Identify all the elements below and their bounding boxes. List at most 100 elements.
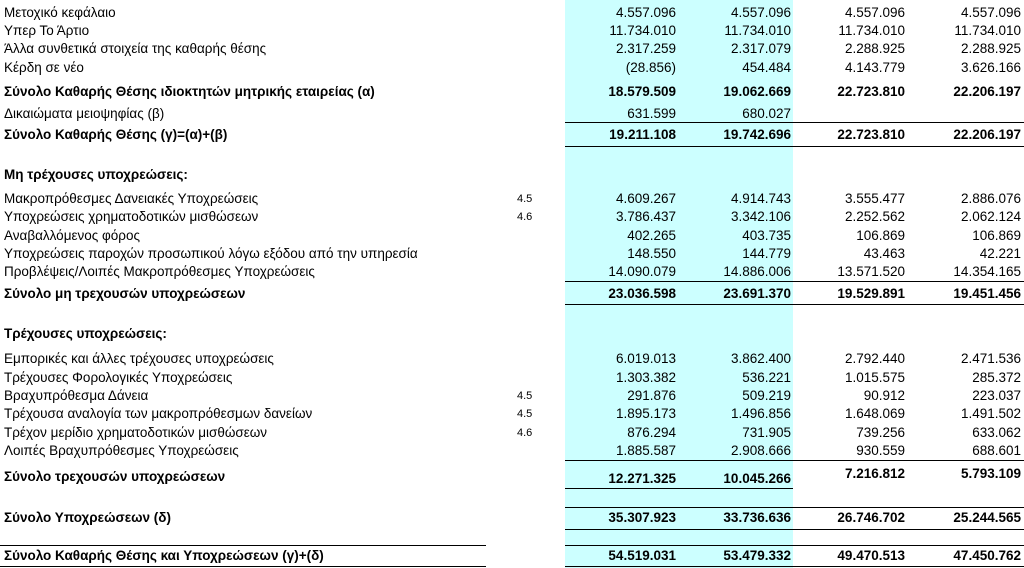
table-row: Τρέχουσες Φορολογικές Υποχρεώσεις 1.303.… — [0, 368, 1024, 388]
value-col3: 930.559 — [856, 443, 905, 458]
value-col2: 731.905 — [742, 425, 791, 440]
value-col3: 7.216.812 — [844, 466, 905, 481]
value-col1: 35.307.923 — [608, 510, 676, 525]
row-label: Σύνολο Καθαρής Θέσης ιδιοκτητών μητρικής… — [4, 84, 375, 99]
value-col4: 42.221 — [979, 246, 1021, 261]
row-label: Λοιπές Βραχυπρόθεσμες Υποχρεώσεις — [4, 443, 239, 458]
value-col3: 1.648.069 — [844, 406, 905, 421]
value-col2: 53.479.332 — [723, 548, 791, 563]
value-col1: 876.294 — [627, 425, 676, 440]
value-col1: 4.609.267 — [615, 191, 676, 206]
value-col4: 2.471.536 — [960, 351, 1021, 366]
row-label: Άλλα συνθετικά στοιχεία της καθαρής θέση… — [4, 41, 267, 56]
value-col2: 3.862.400 — [730, 351, 791, 366]
value-col2: 509.219 — [742, 388, 791, 403]
value-col3: 26.746.702 — [837, 510, 905, 525]
table-row: Λοιπές Βραχυπρόθεσμες Υποχρεώσεις 1.885.… — [0, 441, 1024, 461]
table-row: Άλλα συνθετικά στοιχεία της καθαρής θέση… — [0, 39, 1024, 59]
rule — [565, 566, 1024, 567]
value-col1: 2.317.259 — [615, 41, 676, 56]
value-col4: 4.557.096 — [960, 5, 1021, 20]
value-col4: 22.206.197 — [953, 127, 1021, 142]
value-col1: 402.265 — [627, 228, 676, 243]
value-col2: 4.914.743 — [730, 191, 791, 206]
value-col1: 291.876 — [627, 388, 676, 403]
value-col1: 18.579.509 — [608, 84, 676, 99]
value-col3: 106.869 — [856, 228, 905, 243]
value-col2: 2.908.666 — [730, 443, 791, 458]
value-col3: 3.555.477 — [844, 191, 905, 206]
value-col2: 14.886.006 — [723, 264, 791, 279]
value-col2: 680.027 — [742, 106, 791, 121]
value-col3: 739.256 — [856, 425, 905, 440]
value-col3: 13.571.520 — [837, 264, 905, 279]
value-col3: 1.015.575 — [844, 370, 905, 385]
table-row: Υποχρεώσεις χρηματοδοτικών μισθώσεων 4.6… — [0, 207, 1024, 227]
value-col3: 11.734.010 — [838, 23, 905, 38]
rule — [565, 281, 1024, 282]
row-label: Υποχρεώσεις χρηματοδοτικών μισθώσεων — [4, 209, 259, 224]
table-row: Αναβαλλόμενος φόρος 402.265 403.735 106.… — [0, 226, 1024, 246]
note-ref: 4.5 — [517, 193, 533, 205]
value-col1: 23.036.598 — [608, 286, 676, 301]
value-col4: 2.886.076 — [960, 191, 1021, 206]
table-row: Μετοχικό κεφάλαιο 4.557.096 4.557.096 4.… — [0, 3, 1024, 23]
row-label: Εμπορικές και άλλες τρέχουσες υποχρεώσει… — [4, 351, 274, 366]
value-col4: 14.354.165 — [953, 264, 1021, 279]
value-col2: 403.735 — [742, 228, 791, 243]
value-col4: 3.626.166 — [960, 60, 1021, 75]
value-col1: (28.856) — [625, 60, 676, 75]
table-row: Τρέχον μερίδιο χρηματοδοτικών μισθώσεων … — [0, 423, 1024, 443]
value-col4: 2.288.925 — [960, 41, 1021, 56]
row-label: Μακροπρόθεσμες Δανειακές Υποχρεώσεις — [4, 191, 259, 206]
value-col3: 4.557.096 — [844, 5, 905, 20]
value-col3: 43.463 — [863, 246, 905, 261]
value-col3: 49.470.513 — [837, 548, 905, 563]
total-row: Σύνολο μη τρεχουσών υποχρεώσεων 23.036.5… — [0, 284, 1024, 304]
value-col3: 2.288.925 — [844, 41, 905, 56]
row-label: Τρέχουσες Φορολογικές Υποχρεώσεις — [4, 370, 233, 385]
value-col1: 54.519.031 — [608, 548, 676, 563]
value-col2: 19.062.669 — [723, 84, 791, 99]
table-row: Δικαιώματα μειοψηφίας (β) 631.599 680.02… — [0, 104, 1024, 124]
note-ref: 4.5 — [517, 408, 533, 420]
value-col4: 106.869 — [972, 228, 1021, 243]
value-col4: 688.601 — [972, 443, 1021, 458]
value-col4: 19.451.456 — [953, 286, 1021, 301]
value-col1: 3.786.437 — [615, 209, 676, 224]
section-heading: Τρέχουσες υποχρεώσεις: — [0, 324, 1024, 344]
value-col3: 4.143.779 — [844, 60, 905, 75]
value-col1: 631.599 — [627, 106, 676, 121]
value-col2: 144.779 — [742, 246, 791, 261]
row-label: Δικαιώματα μειοψηφίας (β) — [4, 106, 165, 121]
value-col1: 148.550 — [627, 246, 676, 261]
value-col4: 11.734.010 — [954, 23, 1021, 38]
value-col1: 1.895.173 — [615, 406, 676, 421]
value-col2: 454.484 — [742, 60, 791, 75]
rule — [565, 146, 1024, 147]
rule — [565, 122, 1024, 123]
value-col2: 2.317.079 — [730, 41, 791, 56]
value-col1: 12.271.325 — [608, 471, 676, 486]
value-col2: 1.496.856 — [730, 406, 791, 421]
row-label: Μετοχικό κεφάλαιο — [4, 5, 116, 20]
row-label: Υποχρεώσεις παροχών προσωπικού λόγω εξόδ… — [4, 246, 418, 261]
note-ref: 4.6 — [517, 211, 533, 223]
value-col1: 1.885.587 — [615, 443, 676, 458]
row-label: Τρέχον μερίδιο χρηματοδοτικών μισθώσεων — [4, 425, 268, 440]
table-row: Τρέχουσα αναλογία των μακροπρόθεσμων δαν… — [0, 404, 1024, 424]
section-title: Μη τρέχουσες υποχρεώσεις: — [4, 167, 188, 182]
row-label: Κέρδη σε νέο — [4, 60, 84, 75]
subtotal-row: Σύνολο Καθαρής Θέσης ιδιοκτητών μητρικής… — [0, 82, 1024, 102]
value-col4: 633.062 — [972, 425, 1021, 440]
value-col4: 5.793.109 — [960, 466, 1021, 481]
rule — [565, 488, 793, 489]
value-col4: 2.062.124 — [960, 209, 1021, 224]
value-col1: 14.090.079 — [608, 264, 676, 279]
value-col3: 22.723.810 — [837, 127, 905, 142]
row-label: Βραχυπρόθεσμα Δάνεια — [4, 388, 149, 403]
value-col4: 223.037 — [972, 388, 1021, 403]
value-col1: 4.557.096 — [615, 5, 676, 20]
value-col3: 2.792.440 — [844, 351, 905, 366]
rule — [0, 566, 486, 567]
